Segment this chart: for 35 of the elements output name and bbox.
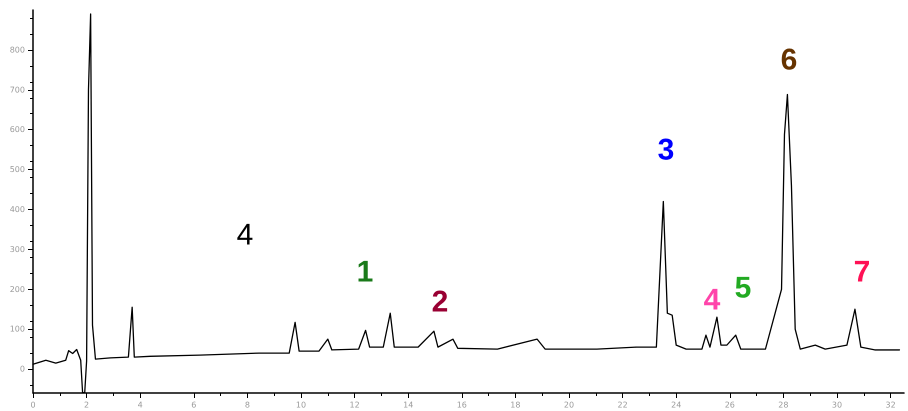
x-tick-label: 18 bbox=[510, 400, 520, 410]
x-tick-label: 0 bbox=[30, 400, 36, 410]
x-tick-label: 16 bbox=[456, 400, 467, 410]
y-tick-label: 300 bbox=[10, 244, 25, 254]
y-tick-label: 700 bbox=[10, 85, 25, 94]
x-tick-label: 24 bbox=[671, 400, 682, 410]
y-tick-label: 100 bbox=[10, 324, 25, 334]
y-tick-label: 500 bbox=[10, 165, 25, 174]
annotation: 5 bbox=[734, 272, 752, 304]
x-tick-label: 30 bbox=[832, 400, 842, 410]
x-tick-label: 10 bbox=[296, 400, 306, 410]
x-tick-label: 14 bbox=[403, 400, 414, 410]
x-tick-label: 8 bbox=[244, 400, 250, 410]
x-tick-label: 20 bbox=[564, 400, 574, 410]
line-series bbox=[32, 13, 900, 394]
x-tick-label: 22 bbox=[618, 400, 628, 410]
x-tick-label: 4 bbox=[138, 400, 143, 410]
annotation: 3 bbox=[658, 134, 674, 166]
y-tick-label: 800 bbox=[10, 45, 25, 54]
y-tick-label: 200 bbox=[10, 284, 25, 294]
y-tick-label: 400 bbox=[10, 204, 25, 214]
x-tick-label: 26 bbox=[724, 400, 735, 410]
x-tick-label: 28 bbox=[778, 400, 788, 410]
annotation: 1 bbox=[356, 256, 374, 288]
annotation: 2 bbox=[432, 286, 448, 318]
x-tick-label: 2 bbox=[84, 400, 90, 410]
annotation: 4 bbox=[236, 218, 254, 252]
x-tick-label: 32 bbox=[886, 400, 896, 410]
y-tick-label: 600 bbox=[10, 125, 25, 134]
annotation: 6 bbox=[780, 44, 798, 76]
y-tick-label: 0 bbox=[20, 364, 25, 374]
x-tick-label: 12 bbox=[350, 400, 360, 410]
annotation: 4 bbox=[704, 284, 721, 316]
x-tick-label: 6 bbox=[191, 400, 196, 410]
annotation: 7 bbox=[854, 256, 870, 288]
